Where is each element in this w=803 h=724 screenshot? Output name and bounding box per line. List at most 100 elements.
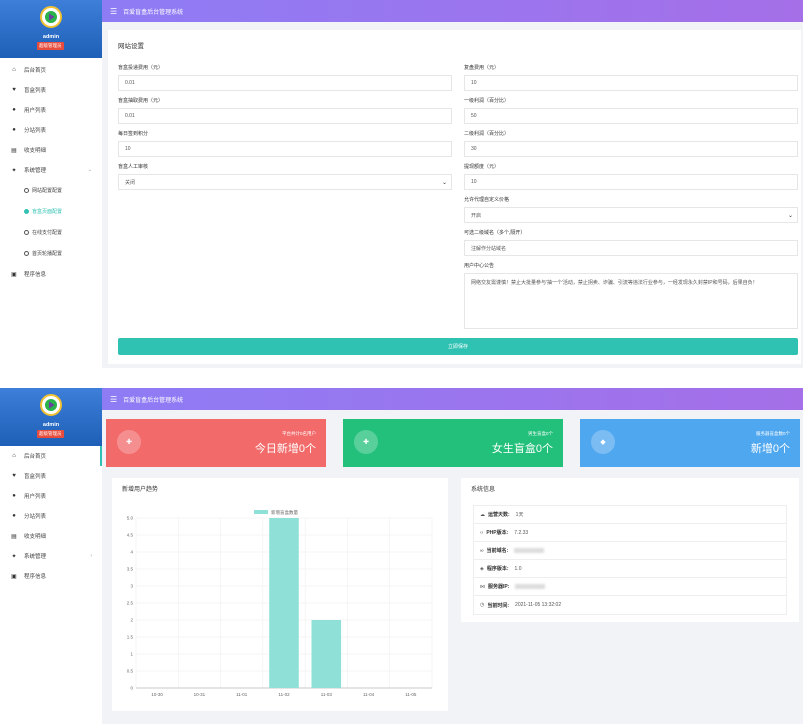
user-icon: ●	[12, 513, 16, 519]
input-value: 30	[471, 146, 477, 152]
textarea-value: 网络交友需谨慎！禁止大批量参与'抽一个'活动，禁止拐卖、诈骗、引流等违法行业参与…	[471, 280, 758, 286]
subdomains-input[interactable]: 注解作分站域名	[464, 240, 798, 256]
legend-label: 新增盲盒数量	[271, 509, 298, 516]
sys-value: 1.0	[514, 565, 522, 572]
user-add-icon: ✚	[117, 430, 141, 454]
sidebar-item-label: 盲盒列表	[24, 474, 47, 480]
field-label: 用户中心公告	[464, 263, 495, 269]
field-daily-points: 每日签到积分 10	[118, 130, 452, 157]
sidebar-item-label: 程序信息	[24, 272, 47, 278]
withdraw-limit-input[interactable]: 10	[464, 174, 798, 190]
sidebar-item-home[interactable]: ⌂ 后台首页	[0, 60, 102, 80]
field-user-notice: 用户中心公告 网络交友需谨慎！禁止大批量参与'抽一个'活动，禁止拐卖、诈骗、引流…	[464, 262, 798, 329]
settings-panel: 网站设置 盲盒投递费用（元） 0.01 盲盒抽取费用（元） 0.01 每日签到积…	[108, 30, 801, 364]
info-icon: ▣	[11, 271, 17, 278]
sidebar-item-users[interactable]: ● 用户列表	[0, 486, 102, 506]
select-value: 关闭	[125, 179, 136, 186]
menu-toggle-icon[interactable]: ☰	[110, 394, 118, 404]
sidebar-item-label: 系统管理	[24, 168, 47, 174]
sidebar: admin 超级管理员 ⌂ 后台首页 ♥ 盲盒列表 ● 用户列表 ● 分站列表 ▤ 收支明…	[0, 388, 102, 724]
box-post-fee-input[interactable]: 0.01	[118, 75, 452, 91]
stat-card-server: ◆ 服务器盲盒数0个 新增0个	[580, 419, 800, 467]
level2-profit-input[interactable]: 30	[464, 141, 798, 157]
sidebar-item-label: 分站列表	[24, 514, 47, 520]
sidebar-item-label: 收支明细	[24, 148, 47, 154]
sidebar-item-info[interactable]: ▣ 程序信息	[0, 566, 102, 586]
sidebar-item-substations[interactable]: ● 分站列表	[0, 506, 102, 526]
sys-row-time: ◷ 当前时间: 2021-11-05 13:32:02	[474, 596, 786, 614]
sidebar-item-system[interactable]: ✦ 系统管理 ⌄	[0, 160, 102, 180]
redacted-value	[514, 548, 545, 553]
list-icon: ▤	[11, 533, 17, 540]
circle-icon	[24, 188, 29, 193]
sidebar-item-boxes[interactable]: ♥ 盲盒列表	[0, 466, 102, 486]
sidebar-item-label: 程序信息	[24, 574, 47, 580]
submenu-pay-config[interactable]: 在线支付配置	[0, 222, 102, 243]
field-label: 每日签到积分	[118, 131, 149, 137]
card-value: 今日新增0个	[254, 443, 316, 455]
field-label: 盲盒人工审核	[118, 164, 149, 170]
field-label: 盲盒抽取费用（元）	[118, 98, 164, 104]
sidebar-item-home[interactable]: ⌂ 后台首页	[0, 446, 102, 466]
chevron-down-icon: ⌄	[441, 179, 447, 186]
sidebar-item-finance[interactable]: ▤ 收支明细	[0, 140, 102, 160]
submenu-site-config[interactable]: 网站配置配置	[0, 180, 102, 201]
card-value: 女生盲盒0个	[491, 443, 553, 455]
sys-key: 当前时间:	[487, 602, 510, 609]
x-tick-label: 11-01	[236, 692, 248, 697]
submenu-label: 网站配置配置	[32, 188, 63, 194]
sys-key: 程序版本:	[486, 566, 509, 572]
x-tick-label: 11-04	[363, 692, 375, 697]
y-tick-label: 4.5	[127, 533, 134, 538]
system-info-table: ☁ 运营天数: 1天 ‹› PHP版本: 7.2.33 ∞ 当前域名: ◈ 程序版本: 1.0…	[473, 505, 787, 615]
x-tick-label: 10-31	[194, 692, 206, 697]
sys-value: 1天	[515, 512, 524, 518]
field-label: 盲盒投递费用（元）	[118, 65, 164, 71]
sidebar-item-finance[interactable]: ▤ 收支明细	[0, 526, 102, 546]
submenu-banner-config[interactable]: 首页轮播配置	[0, 243, 102, 264]
x-tick-label: 11-03	[321, 692, 333, 697]
box-draw-fee-input[interactable]: 0.01	[118, 108, 452, 124]
submenu-label: 在线支付配置	[32, 230, 63, 236]
submenu-box-config[interactable]: 盲盒页面配置	[0, 201, 102, 222]
sys-row-domain: ∞ 当前域名:	[474, 542, 786, 560]
sidebar-item-label: 用户列表	[24, 108, 47, 114]
y-tick-label: 2.5	[127, 601, 134, 606]
agent-custom-price-select[interactable]: 开启 ⌄	[464, 207, 798, 223]
replay-fee-input[interactable]: 10	[464, 75, 798, 91]
manual-review-select[interactable]: 关闭 ⌄	[118, 174, 452, 190]
sidebar: admin 超级管理员 ⌂ 后台首页 ♥ 盲盒列表 ● 用户列表 ● 分站列表 ▤ 收支明…	[0, 0, 102, 368]
user-icon: ●	[12, 107, 16, 113]
legend-swatch	[254, 510, 268, 514]
code-icon: ‹›	[480, 529, 484, 536]
daily-points-input[interactable]: 10	[118, 141, 452, 157]
version-icon: ◈	[480, 565, 484, 572]
user-icon: ●	[12, 127, 16, 133]
sidebar-item-boxes[interactable]: ♥ 盲盒列表	[0, 80, 102, 100]
sidebar-item-system[interactable]: ✦ 系统管理 ›	[0, 546, 102, 566]
clock-icon: ◷	[480, 602, 485, 608]
gear-icon: ✦	[11, 553, 17, 560]
sidebar-item-info[interactable]: ▣ 程序信息	[0, 264, 102, 284]
y-tick-label: 2	[130, 618, 133, 623]
sidebar-item-users[interactable]: ● 用户列表	[0, 100, 102, 120]
gear-icon: ✦	[11, 167, 17, 174]
user-icon: ●	[12, 493, 16, 499]
redacted-value	[515, 584, 546, 589]
field-box-post-fee: 盲盒投递费用（元） 0.01	[118, 64, 452, 91]
level1-profit-input[interactable]: 50	[464, 108, 798, 124]
y-tick-label: 5.0	[127, 516, 134, 521]
field-label: 允许代理自定义价格	[464, 197, 510, 203]
field-label: 提现额度（元）	[464, 164, 500, 170]
user-notice-textarea[interactable]: 网络交友需谨慎！禁止大批量参与'抽一个'活动，禁止拐卖、诈骗、引流等违法行业参与…	[464, 273, 798, 329]
sidebar-item-substations[interactable]: ● 分站列表	[0, 120, 102, 140]
input-value: 10	[471, 179, 477, 185]
topbar: ☰ 百爱盲盒后台管理系统	[102, 388, 803, 410]
sys-value: 7.2.33	[514, 529, 529, 536]
field-agent-custom-price: 允许代理自定义价格 开启 ⌄	[464, 196, 798, 223]
select-value: 开启	[471, 212, 482, 219]
x-tick-label: 11-02	[278, 692, 290, 697]
save-button[interactable]: 立即保存	[118, 338, 798, 355]
logo	[40, 6, 62, 28]
menu-toggle-icon[interactable]: ☰	[110, 6, 118, 16]
